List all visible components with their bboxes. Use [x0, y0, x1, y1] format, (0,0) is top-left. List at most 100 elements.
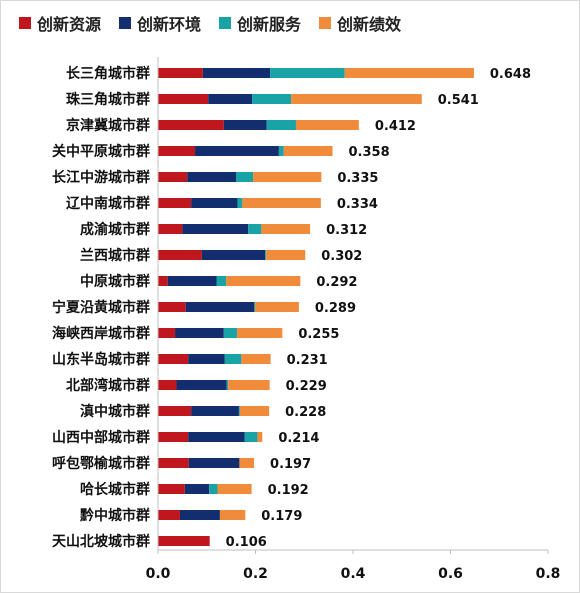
- bar-segment: [236, 328, 283, 338]
- bar-segment: [237, 198, 243, 208]
- bar-segment: [176, 380, 227, 390]
- bar-segment: [188, 354, 225, 364]
- data-label: 0.412: [375, 119, 416, 134]
- x-tick-label: 0.6: [438, 566, 463, 582]
- chart-legend: 创新资源 创新环境 创新服务 创新绩效: [19, 11, 401, 35]
- bar-segment: [158, 458, 189, 468]
- bar-segment: [158, 432, 189, 442]
- bar-segment: [223, 120, 267, 130]
- bar-segment: [195, 146, 279, 156]
- bar-segment: [242, 198, 321, 208]
- bar-segment: [255, 302, 299, 312]
- bar-segment: [158, 406, 192, 416]
- data-label: 0.312: [326, 223, 367, 238]
- category-label: 滇中城市群: [80, 403, 150, 420]
- legend-item-performance: 创新绩效: [319, 11, 401, 35]
- bar-segment: [278, 146, 284, 156]
- category-label: 海峡西岸城市群: [52, 325, 150, 342]
- data-label: 0.648: [490, 67, 531, 82]
- bar-segment: [158, 380, 177, 390]
- legend-item-services: 创新服务: [219, 11, 301, 35]
- bar-segment: [238, 406, 240, 416]
- bar-segment: [224, 354, 242, 364]
- bar-segment: [239, 406, 270, 416]
- x-tick-label: 0.2: [243, 566, 268, 582]
- bar-segment: [158, 172, 188, 182]
- data-label: 0.197: [270, 457, 311, 472]
- legend-swatch-performance: [319, 17, 332, 29]
- bar-segment: [265, 250, 267, 260]
- data-label: 0.228: [285, 405, 326, 420]
- x-tick-label: 0.0: [146, 566, 171, 582]
- bar-segment: [202, 68, 271, 78]
- category-label: 山东半岛城市群: [52, 351, 150, 368]
- category-label: 兰西城市群: [80, 247, 150, 264]
- bar-segment: [239, 458, 255, 468]
- bar-segment: [188, 458, 240, 468]
- bar-segment: [219, 510, 246, 520]
- category-label: 珠三角城市群: [66, 91, 150, 108]
- bar-segment: [158, 224, 183, 234]
- bar-segment: [270, 68, 345, 78]
- data-label: 0.335: [337, 171, 378, 186]
- bar-segment: [158, 328, 176, 338]
- legend-label: 创新服务: [237, 15, 302, 34]
- bar-segment: [209, 484, 218, 494]
- bar-segment: [291, 94, 422, 104]
- data-label: 0.289: [315, 301, 356, 316]
- bar-segment: [158, 94, 209, 104]
- category-label: 宁夏沿黄城市群: [52, 299, 150, 316]
- data-label: 0.106: [226, 535, 267, 550]
- data-label: 0.541: [438, 93, 479, 108]
- bar-segment: [191, 406, 239, 416]
- bar-segment: [216, 276, 227, 286]
- category-label: 山西中部城市群: [52, 429, 150, 446]
- legend-item-environment: 创新环境: [119, 11, 201, 35]
- bar-segment: [253, 172, 322, 182]
- bar-segment: [158, 120, 224, 130]
- data-label: 0.292: [316, 275, 357, 290]
- legend-item-resources: 创新资源: [19, 11, 101, 35]
- legend-label: 创新环境: [137, 15, 202, 34]
- bar-segment: [191, 198, 238, 208]
- bar-segment: [217, 484, 252, 494]
- bar-segment: [248, 224, 262, 234]
- bar-segment: [158, 68, 203, 78]
- bar-segment: [185, 302, 255, 312]
- bar-segment: [158, 198, 192, 208]
- legend-label: 创新资源: [37, 15, 102, 34]
- data-label: 0.179: [261, 509, 302, 524]
- bar-segment: [158, 250, 202, 260]
- bar-segment: [182, 224, 249, 234]
- bar-segment: [223, 328, 237, 338]
- category-label: 长江中游城市群: [52, 169, 150, 186]
- category-label: 关中平原城市群: [52, 143, 150, 160]
- bar-segment: [261, 224, 311, 234]
- category-label: 京津冀城市群: [66, 117, 150, 134]
- data-label: 0.358: [349, 145, 390, 160]
- bar-segment: [184, 484, 210, 494]
- bar-segment: [226, 380, 229, 390]
- legend-swatch-environment: [119, 17, 132, 29]
- data-label: 0.231: [287, 353, 328, 368]
- data-label: 0.334: [337, 197, 378, 212]
- bar-segment: [179, 510, 220, 520]
- bar-segment: [252, 94, 292, 104]
- category-label: 天山北坡城市群: [52, 533, 150, 550]
- bar-segment: [158, 146, 196, 156]
- legend-swatch-services: [219, 17, 232, 29]
- bar-segment: [244, 432, 258, 442]
- bar-segment: [283, 146, 333, 156]
- bar-segment: [236, 172, 254, 182]
- category-label: 中原城市群: [80, 273, 150, 290]
- category-label: 辽中南城市群: [66, 195, 150, 212]
- bar-segment: [241, 354, 271, 364]
- x-tick-label: 0.4: [341, 566, 366, 582]
- bar-segment: [201, 250, 266, 260]
- bar-segment: [295, 120, 359, 130]
- data-label: 0.255: [298, 327, 339, 342]
- legend-swatch-resources: [19, 17, 31, 29]
- bar-segment: [344, 68, 474, 78]
